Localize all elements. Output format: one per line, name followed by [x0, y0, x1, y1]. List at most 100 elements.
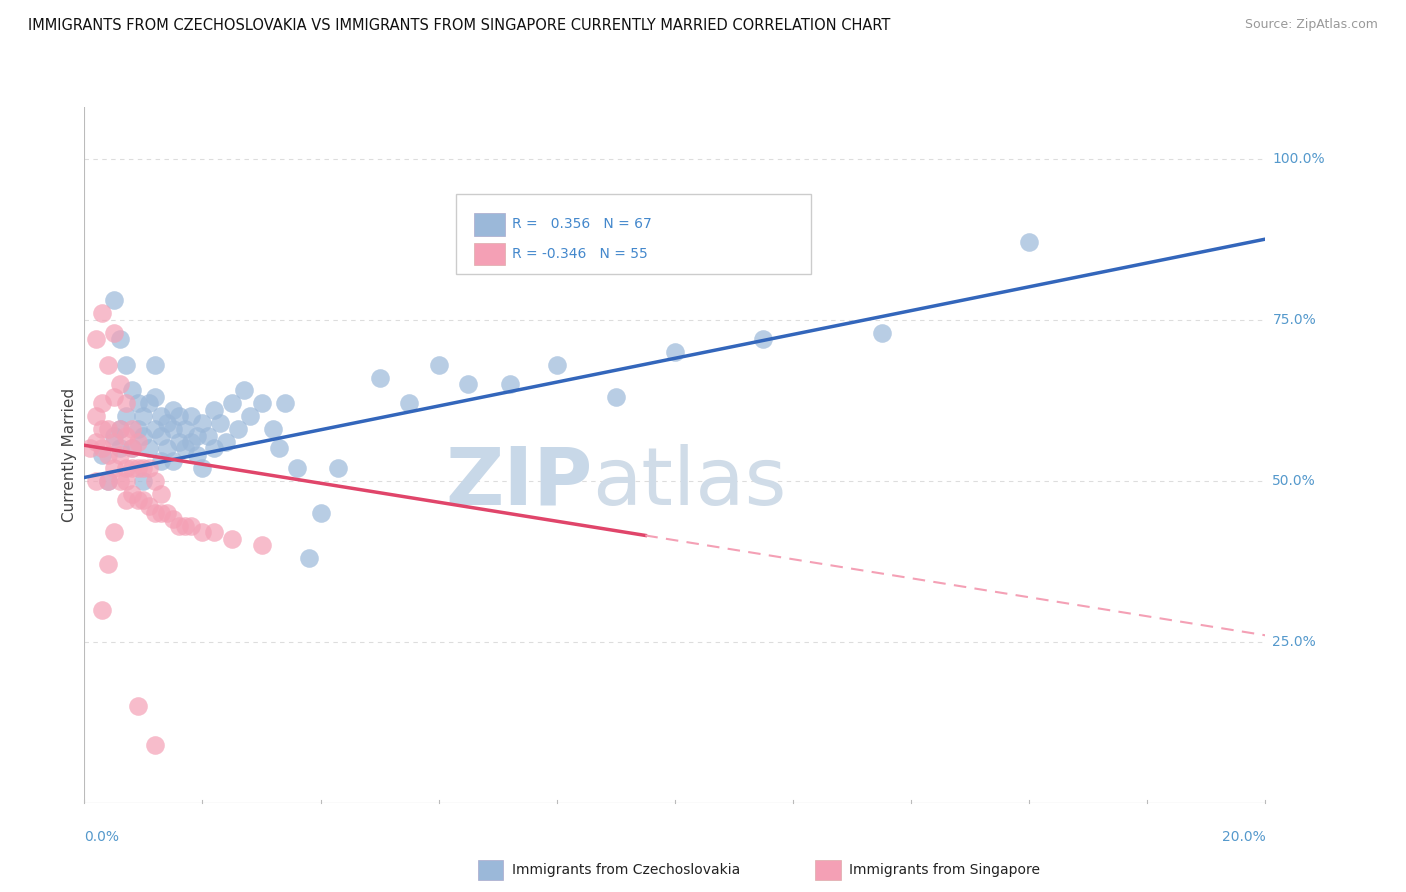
Point [250, 538, 273, 552]
Point [97, 558, 120, 572]
Point [114, 493, 136, 508]
Point [127, 422, 149, 436]
Point [143, 422, 166, 436]
Point [173, 422, 195, 436]
Point [138, 396, 160, 410]
Point [143, 358, 166, 372]
Point [328, 460, 350, 475]
Point [162, 422, 184, 436]
Point [114, 460, 136, 475]
Point [127, 460, 149, 475]
Point [186, 428, 208, 442]
Point [398, 396, 420, 410]
Point [108, 332, 131, 346]
Text: 75.0%: 75.0% [1272, 312, 1316, 326]
Point [285, 460, 308, 475]
Point [173, 518, 195, 533]
Text: R = -0.346   N = 55: R = -0.346 N = 55 [512, 247, 648, 261]
Y-axis label: Currently Married: Currently Married [62, 388, 77, 522]
Point [103, 390, 125, 404]
Point [180, 518, 202, 533]
Point [150, 506, 173, 520]
Point [1018, 235, 1040, 250]
Text: Immigrants from Czechoslovakia: Immigrants from Czechoslovakia [512, 863, 740, 877]
Point [91, 602, 114, 616]
Point [457, 377, 479, 392]
Point [121, 384, 143, 398]
Point [108, 448, 131, 462]
Point [108, 422, 131, 436]
Point [232, 384, 254, 398]
Point [221, 396, 243, 410]
Point [79, 442, 101, 456]
Point [197, 428, 219, 442]
Point [138, 442, 160, 456]
Point [84, 474, 107, 488]
Point [91, 422, 114, 436]
Point [91, 396, 114, 410]
Point [132, 474, 155, 488]
Text: Source: ZipAtlas.com: Source: ZipAtlas.com [1244, 18, 1378, 31]
Text: 25.0%: 25.0% [1272, 635, 1316, 648]
Point [114, 396, 136, 410]
Point [150, 486, 173, 500]
Point [664, 344, 686, 359]
Point [132, 493, 155, 508]
Text: IMMIGRANTS FROM CZECHOSLOVAKIA VS IMMIGRANTS FROM SINGAPORE CURRENTLY MARRIED CO: IMMIGRANTS FROM CZECHOSLOVAKIA VS IMMIGR… [28, 18, 890, 33]
Point [103, 326, 125, 340]
Point [202, 525, 225, 540]
Point [103, 525, 125, 540]
Point [180, 409, 202, 424]
Point [108, 442, 131, 456]
Point [239, 409, 262, 424]
Point [97, 474, 120, 488]
Point [138, 460, 160, 475]
Point [121, 442, 143, 456]
Text: atlas: atlas [592, 443, 786, 522]
Point [91, 448, 114, 462]
Point [103, 428, 125, 442]
Point [215, 435, 238, 450]
Point [121, 442, 143, 456]
Point [132, 409, 155, 424]
Point [143, 474, 166, 488]
Point [84, 332, 107, 346]
Point [752, 332, 775, 346]
Point [221, 532, 243, 546]
Point [498, 377, 520, 392]
Point [132, 460, 155, 475]
Point [91, 306, 114, 320]
Point [870, 326, 893, 340]
Point [150, 428, 173, 442]
Point [108, 377, 131, 392]
Point [97, 448, 120, 462]
Point [127, 699, 149, 714]
Point [209, 416, 232, 430]
Point [150, 409, 173, 424]
Point [191, 416, 214, 430]
Point [114, 409, 136, 424]
Point [84, 435, 107, 450]
Point [202, 442, 225, 456]
Point [173, 442, 195, 456]
Text: 100.0%: 100.0% [1272, 152, 1324, 166]
Point [114, 474, 136, 488]
Point [250, 396, 273, 410]
Point [162, 454, 184, 468]
Point [180, 435, 202, 450]
Point [97, 422, 120, 436]
Point [191, 460, 214, 475]
Point [298, 551, 321, 566]
Point [162, 402, 184, 417]
Point [191, 525, 214, 540]
Point [132, 428, 155, 442]
Point [127, 396, 149, 410]
Point [143, 390, 166, 404]
Point [143, 506, 166, 520]
Point [121, 486, 143, 500]
Point [108, 422, 131, 436]
Point [262, 422, 284, 436]
Text: 0.0%: 0.0% [84, 830, 120, 844]
Point [167, 435, 190, 450]
Point [114, 358, 136, 372]
